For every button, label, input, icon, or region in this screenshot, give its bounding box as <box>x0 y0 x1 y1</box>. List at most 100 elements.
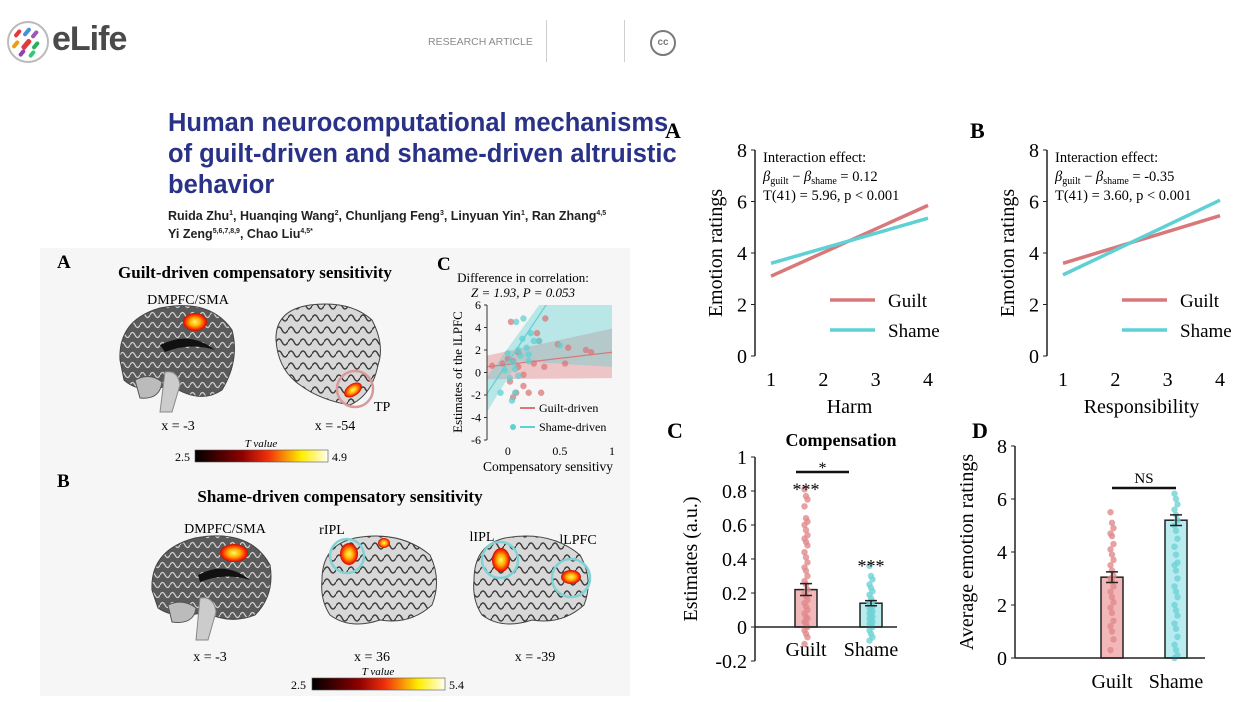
guilt-fit-line <box>487 351 613 368</box>
panel-title: Shame-driven compensatory sensitivity <box>197 487 483 506</box>
data-point <box>1107 604 1114 611</box>
activation-blob <box>220 544 248 562</box>
x-tick-label: Guilt <box>785 639 827 661</box>
region-label: TP <box>374 400 391 415</box>
elife-logo-text[interactable]: eLife <box>52 20 127 58</box>
elife-logo-icon <box>7 21 49 63</box>
y-tick-label: 0.8 <box>722 481 747 503</box>
x-tick-label: 4 <box>1215 369 1225 391</box>
header-divider <box>546 20 547 62</box>
region-circle <box>328 537 366 575</box>
data-point <box>1172 495 1180 503</box>
data-point <box>1110 583 1117 590</box>
y-axis-label: Emotion ratings <box>705 189 727 318</box>
region-label: DMPFC/SMA <box>147 293 230 308</box>
annotation-text: Interaction effect: <box>763 150 866 166</box>
data-point <box>1174 535 1181 542</box>
legend-label: Guilt <box>1180 291 1220 312</box>
data-point <box>1172 567 1180 574</box>
guilt-point <box>507 318 515 326</box>
shame-point <box>520 315 527 322</box>
shame-point <box>511 389 519 396</box>
annotation-part: guilt <box>770 176 789 187</box>
author-affiliation: 3 <box>439 210 444 217</box>
annotation-stat: T(41) = 3.60, p < 0.001 <box>1055 188 1191 204</box>
data-point <box>1174 501 1181 508</box>
data-point <box>1110 524 1117 532</box>
slice-coordinate: x = -3 <box>161 419 195 434</box>
shame-point <box>523 344 530 351</box>
y-tick-label: -2 <box>471 388 481 402</box>
y-tick-label: 2 <box>737 295 747 317</box>
activation-blob <box>340 543 358 565</box>
shame-point <box>497 389 504 396</box>
y-tick-label: 8 <box>1029 140 1039 162</box>
y-tick-label: 0 <box>737 346 747 368</box>
legend-marker <box>510 424 516 430</box>
data-point <box>1174 633 1181 640</box>
data-point <box>1171 543 1178 550</box>
author: Yi Zeng <box>168 227 213 242</box>
x-axis-label: Harm <box>827 396 873 418</box>
guilt-point <box>565 344 572 351</box>
panel-label: D <box>972 418 988 443</box>
author: Linyuan Yin <box>450 209 521 224</box>
x-tick-label: Guilt <box>1091 671 1133 693</box>
header-divider <box>624 20 625 62</box>
shame-point <box>506 374 514 382</box>
data-point <box>869 576 876 583</box>
data-point <box>801 486 808 493</box>
article-type: RESEARCH ARTICLE <box>428 36 533 48</box>
charts: C Difference in correlation:Z = 1.93, P =… <box>437 118 1232 693</box>
y-tick-label: 2 <box>1029 295 1039 317</box>
shame-line <box>770 216 929 265</box>
annotation-part: shame <box>1103 176 1129 187</box>
guilt-point <box>537 389 545 396</box>
y-tick-label: 4 <box>1029 243 1039 265</box>
author: Ruida Zhu <box>168 209 230 224</box>
panel-label: A <box>665 118 681 143</box>
shame-point <box>525 358 532 365</box>
cc-icon[interactable]: cc <box>650 30 676 56</box>
data-point <box>1172 625 1180 633</box>
significance-marker: *** <box>793 479 820 499</box>
y-tick-label: 6 <box>1029 192 1039 214</box>
colorbar <box>311 677 446 691</box>
data-point <box>1171 641 1178 648</box>
shame-point <box>530 337 538 345</box>
data-point <box>1107 562 1114 569</box>
data-point <box>866 637 873 644</box>
chart-title: Difference in correlation: <box>457 270 589 285</box>
error-bar <box>1106 571 1118 584</box>
y-axis-label: Average emotion ratings <box>956 454 978 650</box>
author-affiliation: 1 <box>520 210 525 217</box>
data-point <box>1172 527 1180 534</box>
shame-point <box>517 352 524 359</box>
shame-point <box>535 337 543 345</box>
colorbar-max: 5.4 <box>449 678 464 692</box>
data-point <box>801 521 808 529</box>
author-affiliation: 1 <box>229 210 234 217</box>
data-point <box>1107 588 1114 595</box>
annotation-part: β <box>1054 169 1063 185</box>
comparison-label: * <box>819 460 827 477</box>
data-point <box>1108 532 1116 540</box>
significance-marker: *** <box>858 556 885 576</box>
x-tick-label: 1 <box>766 369 776 391</box>
guilt-point <box>542 315 549 322</box>
y-tick-label: 6 <box>997 489 1007 511</box>
y-tick-label: 0.6 <box>722 515 747 537</box>
region-label: DMPFC/SMA <box>184 522 267 537</box>
region-label: rIPL <box>319 523 345 538</box>
author-affiliation: 4,5 <box>596 210 607 217</box>
x-tick-label: 3 <box>1163 369 1173 391</box>
data-point <box>802 526 810 534</box>
data-point <box>802 567 810 575</box>
data-point <box>1172 588 1180 595</box>
guilt-point <box>525 389 532 396</box>
data-point <box>1172 551 1180 558</box>
data-point <box>1171 601 1178 609</box>
y-tick-label: 0.4 <box>722 549 747 571</box>
data-point <box>1171 620 1178 627</box>
